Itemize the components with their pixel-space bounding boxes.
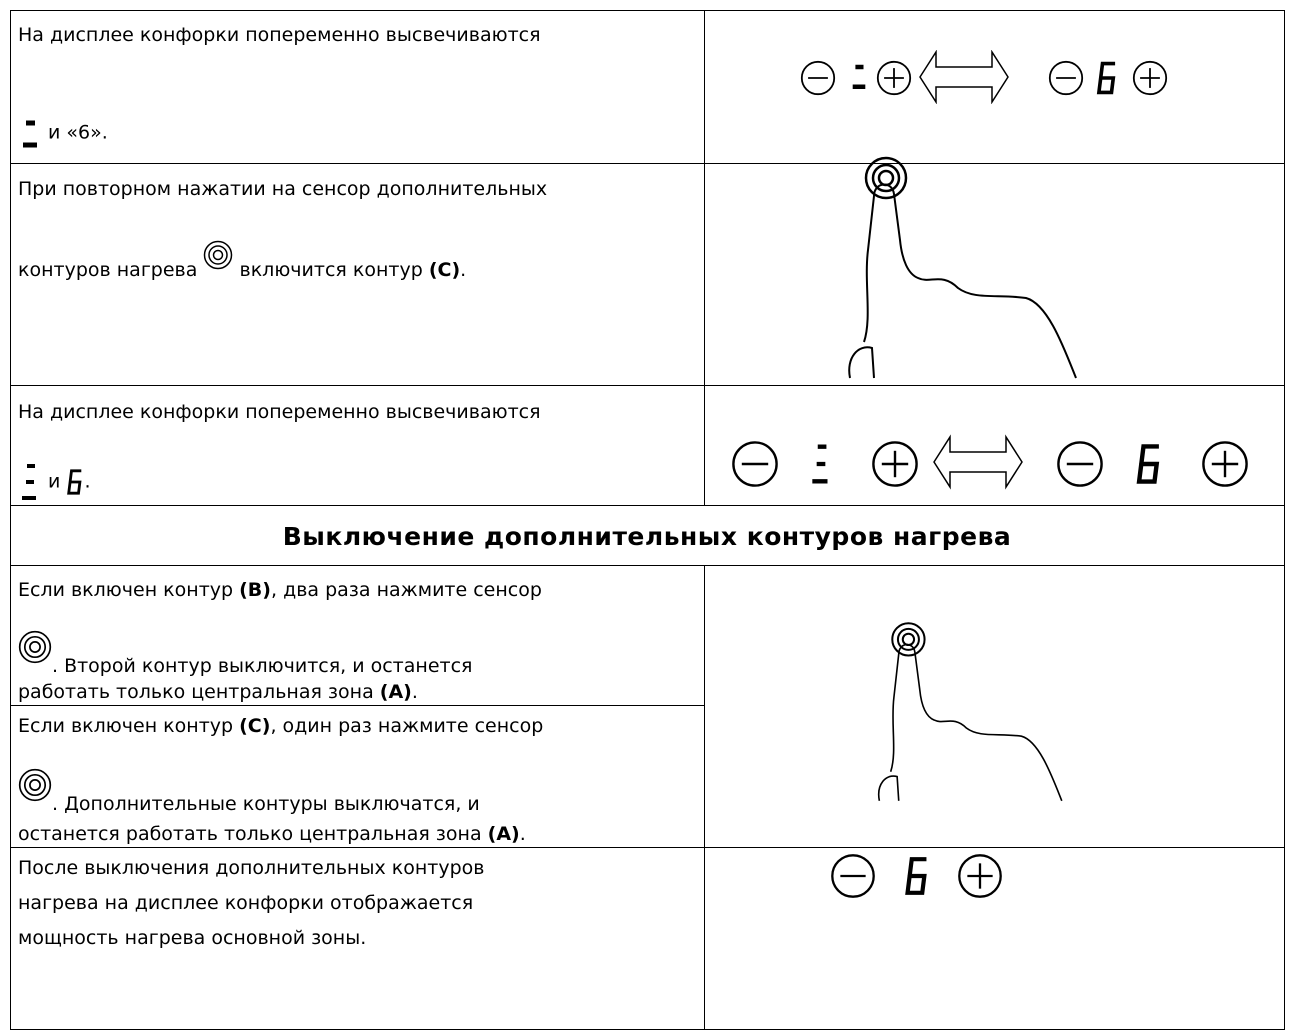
heading: Выключение дополнительных контуров нагре… [282, 522, 1012, 551]
text: . [411, 681, 418, 703]
border [10, 565, 1285, 566]
text: включится контур [239, 259, 423, 281]
text: , два раза нажмите сенсор [270, 579, 542, 601]
text-line: контуров нагрева включится контур (C). [18, 240, 466, 282]
border [10, 10, 1285, 11]
border [10, 847, 1285, 848]
text: После выключения дополнительных контуров [18, 857, 485, 879]
text: При повторном нажатии на сенсор дополнит… [18, 178, 548, 200]
text-line: После выключения дополнительных контуров [18, 856, 484, 880]
text-line: нагрева на дисплее конфорки отображается [18, 891, 473, 915]
text-bold: (A) [487, 823, 520, 845]
border [10, 163, 1285, 164]
text: . [84, 470, 91, 493]
text-line: . Второй контур выключится, и останется [18, 630, 472, 678]
text: . [519, 823, 526, 845]
text: мощность нагрева основной зоны. [18, 927, 367, 949]
text: останется работать только центральная зо… [18, 823, 482, 845]
text-bold: (A) [379, 681, 412, 703]
text-line: Если включен контур (C), один раз нажмит… [18, 714, 543, 738]
border [704, 10, 705, 505]
border [10, 505, 1285, 506]
text-line: мощность нагрева основной зоны. [18, 926, 366, 950]
text-line: и . [18, 462, 91, 502]
display-icon [18, 113, 42, 153]
text: На дисплее конфорки попеременно высвечив… [18, 401, 541, 423]
border [10, 10, 11, 1030]
text: На дисплее конфорки попеременно высвечив… [18, 24, 541, 46]
display-icon [18, 462, 42, 502]
text-line: На дисплее конфорки попеременно высвечив… [18, 400, 541, 424]
display-icon [66, 468, 84, 496]
border [1284, 10, 1285, 1030]
text: . Второй контур выключится, и останется [52, 655, 473, 677]
text-line: останется работать только центральная зо… [18, 822, 526, 846]
sensor-icon [18, 768, 52, 802]
sensor-icon [18, 630, 52, 664]
text: Если включен контур [18, 715, 234, 737]
text: контуров нагрева [18, 259, 198, 281]
text: и [48, 470, 61, 493]
border [10, 705, 704, 706]
text: , один раз нажмите сенсор [270, 715, 544, 737]
text-bold: (C) [239, 715, 271, 737]
text: Если включен контур [18, 579, 234, 601]
text-line: Если включен контур (B), два раза нажмит… [18, 578, 542, 602]
text-bold: (B) [239, 579, 271, 601]
text-line: и «6». [18, 113, 108, 153]
text: нагрева на дисплее конфорки отображается [18, 892, 474, 914]
text-line: работать только центральная зона (A). [18, 680, 418, 704]
text: . Дополнительные контуры выключатся, и [52, 793, 480, 815]
text: работать только центральная зона [18, 681, 374, 703]
text-line: . Дополнительные контуры выключатся, и [18, 768, 480, 816]
text-line: При повторном нажатии на сенсор дополнит… [18, 177, 547, 201]
text-bold: (C) [428, 259, 461, 281]
text-line: На дисплее конфорки попеременно высвечив… [18, 23, 541, 47]
text: . [460, 259, 467, 281]
border [704, 565, 705, 1030]
border [10, 385, 1285, 386]
sensor-icon [203, 240, 233, 270]
text: и «6». [48, 121, 108, 144]
